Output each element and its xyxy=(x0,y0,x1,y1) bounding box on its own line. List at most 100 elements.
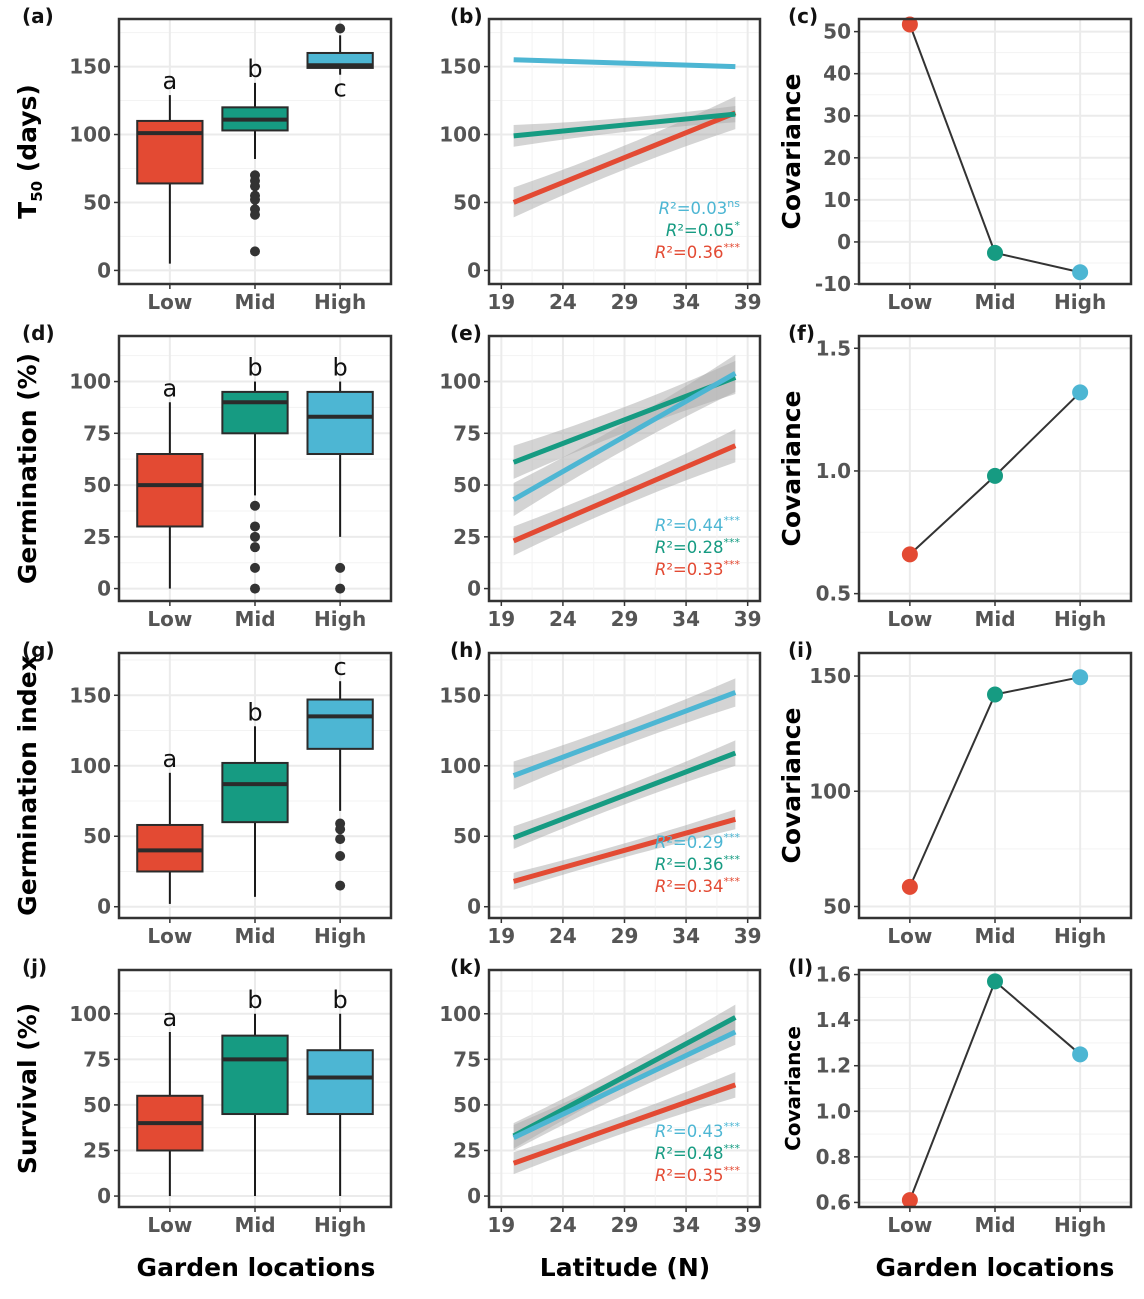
r2-annotation: R²=0.33*** xyxy=(655,558,741,579)
significance-stars: *** xyxy=(724,536,741,549)
outlier-point xyxy=(250,500,260,511)
x-tick-label: Low xyxy=(147,924,192,948)
x-tick-label: 29 xyxy=(611,607,639,631)
significance-letter: b xyxy=(333,354,348,382)
r2-value: ²=0.44 xyxy=(666,516,723,535)
x-tick-label: 19 xyxy=(487,1213,515,1237)
y-title-subscript: 50 xyxy=(28,181,46,202)
significance-letter: b xyxy=(247,986,262,1014)
x-tick-label: Low xyxy=(887,607,932,631)
covariance-point-mid xyxy=(987,686,1003,703)
r2-value: ²=0.43 xyxy=(666,1122,723,1141)
covariance-point-high xyxy=(1072,1046,1089,1063)
y-tick-label: 0 xyxy=(97,1184,111,1208)
panel-label: (f) xyxy=(788,321,815,345)
panel-border xyxy=(857,968,1133,1209)
x-tick-label: High xyxy=(1054,290,1106,314)
y-tick-label: 150 xyxy=(439,683,481,707)
panel-i: 50 100 150 Low Mid High (i) Covariance xyxy=(777,638,1133,948)
outlier-point xyxy=(335,583,346,594)
x-tick-label: Mid xyxy=(234,290,275,314)
covariance-point-low xyxy=(901,16,918,33)
box-low: a xyxy=(136,374,204,589)
box-low: a xyxy=(136,67,204,264)
regression-line-low xyxy=(512,1082,737,1166)
significance-letter: a xyxy=(163,374,178,402)
panel-label: (h) xyxy=(450,638,483,662)
x-tick-label: High xyxy=(314,1213,366,1237)
r2-annotation: R²=0.29*** xyxy=(655,831,741,852)
y-tick-label: 0 xyxy=(97,258,111,282)
x-tick-label: 39 xyxy=(734,1213,762,1237)
iqr-box xyxy=(136,823,204,873)
panel-border xyxy=(117,651,393,920)
r2-symbol: R xyxy=(655,855,666,874)
covariance-point-mid xyxy=(987,467,1003,484)
significance-stars: *** xyxy=(724,853,741,866)
r2-value: ²=0.48 xyxy=(666,1144,723,1163)
y-tick-label: 150 xyxy=(69,55,111,79)
r2-symbol: R xyxy=(655,560,666,579)
regression-line-mid xyxy=(513,111,736,139)
outlier-point xyxy=(335,834,346,845)
x-tick-label: Low xyxy=(147,1213,192,1237)
regression-line-mid xyxy=(512,750,737,840)
box-high: c xyxy=(306,653,374,891)
x-tick-label: Low xyxy=(147,290,192,314)
x-tick-label: 34 xyxy=(672,924,700,948)
covariance-point-high xyxy=(1072,264,1089,281)
y-tick-label: 0 xyxy=(837,230,851,254)
significance-stars: *** xyxy=(724,241,741,254)
x-tick-label: 29 xyxy=(611,924,639,948)
y-tick-label: 50 xyxy=(83,1093,111,1117)
y-tick-label: -10 xyxy=(815,272,851,296)
x-tick-label: 29 xyxy=(611,1213,639,1237)
panel-label: (d) xyxy=(22,321,55,345)
significance-letter: a xyxy=(163,67,178,95)
significance-stars: *** xyxy=(724,875,741,888)
r2-annotation: R²=0.36*** xyxy=(655,853,741,874)
r2-symbol: R xyxy=(655,877,666,896)
significance-letter: c xyxy=(334,653,347,681)
covariance-axis-title: Covariance xyxy=(777,707,806,863)
r2-value: ²=0.28 xyxy=(666,538,723,557)
outlier-point xyxy=(250,531,260,542)
y-tick-label: 75 xyxy=(83,1047,111,1071)
panel-border xyxy=(857,334,1133,603)
r2-symbol: R xyxy=(655,538,666,557)
x-tick-label: Mid xyxy=(974,290,1015,314)
y-tick-label: 50 xyxy=(83,190,111,214)
y-tick-label: 1.0 xyxy=(816,1099,851,1123)
x-tick-label: Low xyxy=(887,924,932,948)
x-tick-label: 29 xyxy=(611,290,639,314)
panel-border xyxy=(117,968,393,1209)
y-tick-label: 100 xyxy=(69,370,111,394)
x-tick-label: 19 xyxy=(487,924,515,948)
r2-symbol: R xyxy=(666,221,677,240)
r2-annotation: R²=0.36*** xyxy=(655,241,741,262)
y-tick-label: 1.0 xyxy=(816,459,851,483)
significance-stars: *** xyxy=(724,1142,741,1155)
box-high: c xyxy=(306,23,374,103)
y-tick-label: 100 xyxy=(69,123,111,147)
outlier-point xyxy=(335,880,346,891)
panel-label: (a) xyxy=(22,4,54,28)
box-low: a xyxy=(136,745,204,904)
x-tick-label: High xyxy=(1054,607,1106,631)
y-tick-label: 0 xyxy=(467,258,481,282)
panel-j: 0 25 50 75 100 Low Mid High a b b (j) Survival (%) xyxy=(13,955,393,1237)
iqr-box xyxy=(136,119,204,185)
panel-label: (b) xyxy=(450,4,483,28)
panel-border xyxy=(487,651,762,920)
y-axis-title: Survival (%) xyxy=(13,1003,42,1174)
x-axis-title-latitude: Latitude (N) xyxy=(540,1253,710,1282)
y-tick-label: 50 xyxy=(453,824,481,848)
x-tick-label: Low xyxy=(887,1213,932,1237)
significance-letter: b xyxy=(333,986,348,1014)
regression-line-mid xyxy=(512,1015,737,1139)
r2-annotation: R²=0.03ns xyxy=(659,197,741,218)
